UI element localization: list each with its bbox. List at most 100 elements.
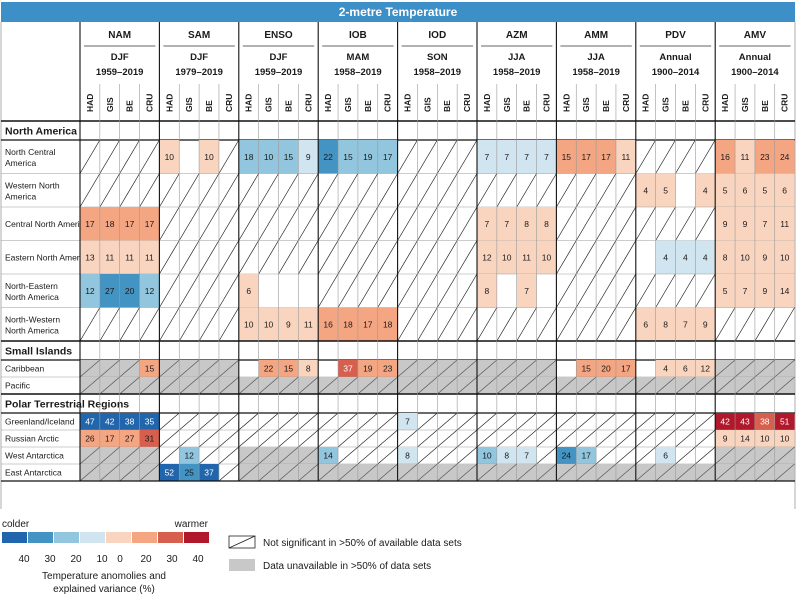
not-significant-slash [337, 240, 359, 275]
unavailable-slash [417, 376, 438, 395]
table-cell: 18 [338, 307, 358, 341]
not-significant-slash [695, 273, 716, 308]
unavailable-slash [79, 446, 101, 465]
table-cell [218, 463, 240, 482]
table-cell [179, 412, 200, 431]
table-cell [337, 206, 359, 241]
unavailable-slash [337, 463, 359, 482]
table-cell: 11 [516, 240, 537, 274]
cell-fill [774, 240, 795, 274]
table-cell [198, 429, 220, 448]
cell-fill [735, 274, 755, 308]
table-cell [456, 206, 478, 241]
mode-season: JJA [587, 52, 605, 63]
table-cell [298, 240, 319, 275]
table-cell [695, 273, 716, 308]
cell-value: 11 [780, 219, 789, 229]
table-cell: 8 [496, 447, 517, 464]
cell-fill [754, 430, 775, 447]
table-cell [595, 307, 617, 342]
table-cell [615, 376, 637, 395]
table-cell [456, 307, 478, 342]
cell-fill [119, 240, 140, 274]
cell-value: 20 [125, 286, 135, 296]
legend-swatch [184, 532, 209, 543]
table-cell [556, 412, 577, 431]
table-cell: 12 [695, 360, 716, 377]
table-cell [198, 376, 220, 395]
cell-fill [179, 464, 200, 481]
region-label: Pacific [5, 381, 31, 391]
unavailable-slash [734, 359, 756, 378]
not-significant-slash [119, 139, 140, 174]
table-cell: 7 [675, 307, 696, 341]
cell-fill [238, 274, 259, 308]
region-label: Western North [5, 180, 60, 190]
cell-value: 7 [762, 219, 767, 229]
not-significant-slash [615, 429, 637, 448]
table-cell: 5 [655, 173, 676, 207]
not-significant-slash [437, 446, 458, 465]
not-significant-slash [178, 206, 200, 241]
table-cell: 7 [754, 207, 775, 241]
cell-fill [516, 274, 537, 308]
not-significant-slash [159, 173, 180, 208]
unavailable-slash [258, 376, 279, 395]
table-cell: 10 [774, 430, 795, 447]
cell-fill [318, 447, 339, 464]
not-significant-slash [456, 273, 478, 308]
table-cell: 17 [596, 140, 616, 174]
cell-fill [516, 140, 537, 174]
unavailable-slash [238, 463, 259, 482]
table-cell: 12 [139, 274, 160, 308]
cell-fill [655, 173, 676, 207]
not-significant-slash [575, 240, 597, 275]
table-cell [576, 429, 597, 448]
unavailable-slash [595, 376, 617, 395]
cell-fill [477, 240, 497, 274]
table-cell [258, 240, 279, 275]
unavailable-slash [496, 463, 517, 482]
cell-value: 9 [762, 252, 767, 262]
not-significant-slash [576, 429, 597, 448]
table-cell [417, 206, 438, 241]
cell-fill [357, 140, 378, 174]
table-cell: 22 [318, 140, 339, 174]
cell-fill [80, 240, 100, 274]
table-cell: 8 [397, 447, 418, 464]
unavailable-slash [397, 359, 418, 378]
not-significant-slash [258, 240, 279, 275]
table-cell: 42 [715, 413, 736, 430]
table-cell [516, 463, 537, 482]
unavailable-slash [198, 376, 220, 395]
cell-value: 47 [85, 417, 95, 427]
not-significant-slash [139, 139, 160, 174]
table-cell [734, 446, 756, 465]
not-significant-slash [337, 273, 359, 308]
table-cell [258, 376, 279, 395]
table-cell: 7 [397, 413, 418, 430]
table-cell [516, 412, 537, 431]
cell-value: 9 [743, 219, 748, 229]
not-significant-slash [178, 273, 200, 308]
table-cell [159, 307, 180, 342]
table-cell: 17 [139, 207, 160, 241]
not-significant-slash [258, 206, 279, 241]
cell-value: 6 [683, 364, 688, 374]
table-cell [298, 463, 319, 482]
table-cell [615, 307, 637, 342]
not-significant-slash [754, 307, 776, 342]
cell-fill [477, 447, 497, 464]
table-cell: 9 [715, 207, 736, 241]
table-cell [377, 412, 398, 431]
table-cell [337, 412, 359, 431]
legend-swatch [132, 532, 157, 543]
table-cell [496, 463, 517, 482]
table-cell: 8 [715, 240, 736, 274]
table-cell: 42 [99, 413, 120, 430]
table-cell [655, 463, 676, 482]
table-cell [139, 376, 160, 395]
table-cell [298, 376, 319, 395]
table-cell [476, 376, 498, 395]
table-cell [556, 429, 577, 448]
